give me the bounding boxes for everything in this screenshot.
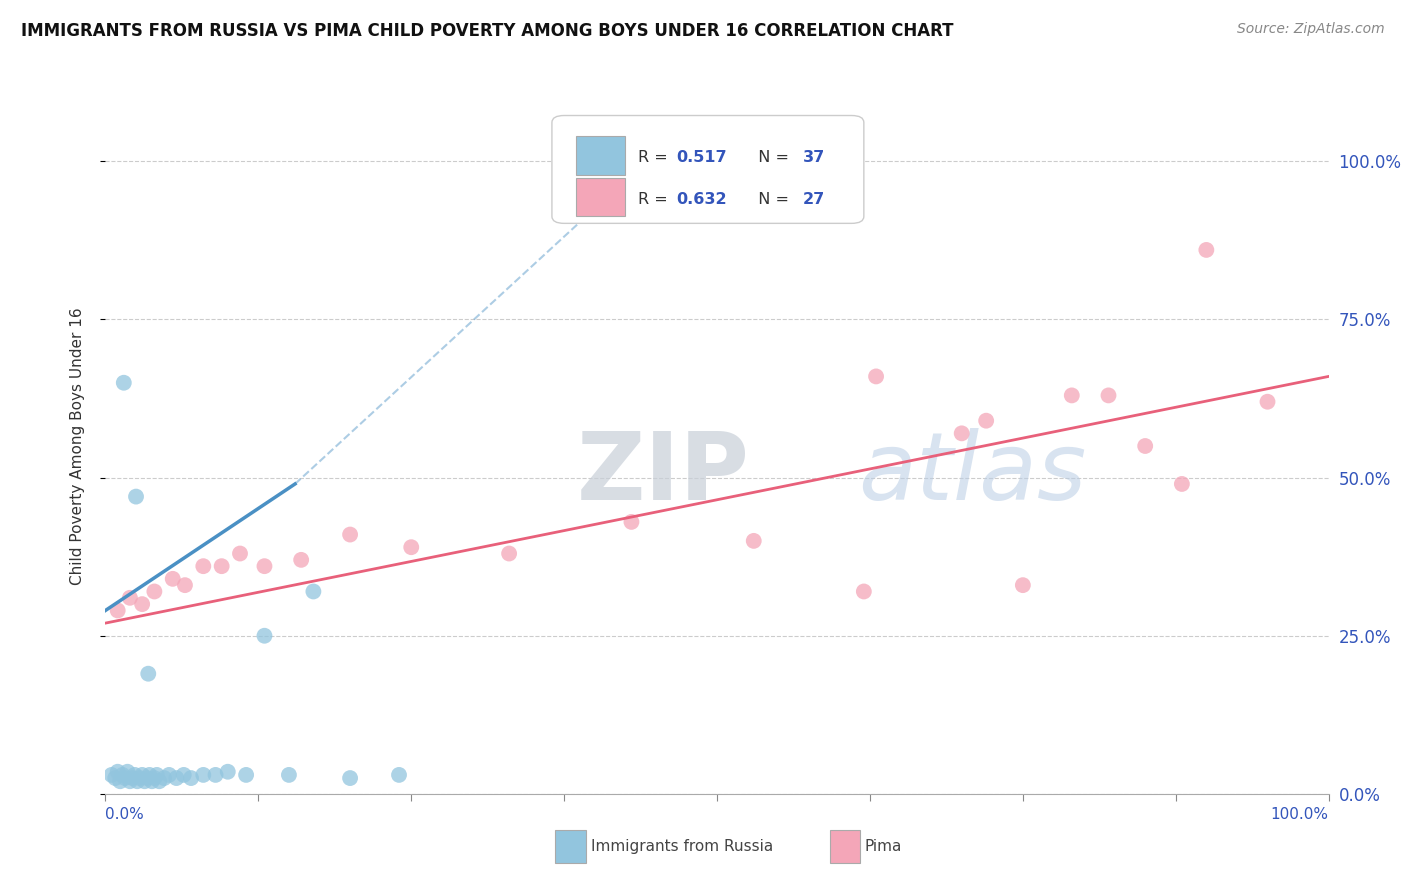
Point <box>143 771 166 785</box>
Point <box>211 559 233 574</box>
Point <box>148 774 170 789</box>
Text: atlas: atlas <box>858 428 1085 519</box>
Point <box>339 771 361 785</box>
Point <box>1171 477 1194 491</box>
Text: Source: ZipAtlas.com: Source: ZipAtlas.com <box>1237 22 1385 37</box>
Text: IMMIGRANTS FROM RUSSIA VS PIMA CHILD POVERTY AMONG BOYS UNDER 16 CORRELATION CHA: IMMIGRANTS FROM RUSSIA VS PIMA CHILD POV… <box>21 22 953 40</box>
Point <box>117 764 139 779</box>
Text: 0.0%: 0.0% <box>105 807 145 822</box>
Bar <box>576 136 626 175</box>
Point <box>865 369 887 384</box>
Text: N =: N = <box>748 192 794 207</box>
Point <box>114 771 136 785</box>
Point <box>852 584 875 599</box>
Point <box>107 764 129 779</box>
Point <box>302 584 325 599</box>
Point <box>173 768 195 782</box>
Point <box>118 774 141 789</box>
Text: Immigrants from Russia: Immigrants from Russia <box>591 839 773 854</box>
Point <box>125 490 148 504</box>
Point <box>498 547 520 561</box>
Text: R =: R = <box>637 192 672 207</box>
Point <box>136 771 159 785</box>
Point <box>235 768 257 782</box>
Point <box>118 591 141 605</box>
Point <box>229 547 252 561</box>
Point <box>112 376 135 390</box>
Point <box>278 768 301 782</box>
Point <box>180 771 202 785</box>
Point <box>111 768 134 782</box>
Point <box>162 572 184 586</box>
Point <box>290 553 312 567</box>
Point <box>138 768 160 782</box>
Point <box>146 768 169 782</box>
Point <box>388 768 411 782</box>
Point <box>204 768 226 782</box>
Point <box>620 515 643 529</box>
Point <box>193 768 215 782</box>
Text: ZIP: ZIP <box>576 428 749 520</box>
Text: Pima: Pima <box>865 839 903 854</box>
Point <box>253 559 276 574</box>
Point <box>134 774 156 789</box>
Point <box>253 629 276 643</box>
Point <box>217 764 239 779</box>
Point <box>401 540 423 554</box>
Point <box>339 527 361 541</box>
Bar <box>576 178 626 217</box>
Text: 0.517: 0.517 <box>676 150 727 165</box>
Text: 27: 27 <box>803 192 825 207</box>
Point <box>153 771 176 785</box>
Point <box>107 603 129 617</box>
Text: 0.632: 0.632 <box>676 192 727 207</box>
Point <box>124 768 146 782</box>
Point <box>143 584 166 599</box>
Text: 37: 37 <box>803 150 825 165</box>
Point <box>131 597 153 611</box>
Point <box>1060 388 1083 402</box>
Point <box>104 771 127 785</box>
Point <box>1195 243 1218 257</box>
Point <box>100 768 122 782</box>
Point <box>1133 439 1156 453</box>
Point <box>1011 578 1033 592</box>
Point <box>193 559 215 574</box>
Point <box>974 414 997 428</box>
Point <box>136 666 159 681</box>
FancyBboxPatch shape <box>553 116 863 223</box>
Text: N =: N = <box>748 150 794 165</box>
Point <box>174 578 197 592</box>
Point <box>141 774 163 789</box>
Point <box>742 533 765 548</box>
Point <box>157 768 180 782</box>
Text: R =: R = <box>637 150 672 165</box>
Point <box>127 774 149 789</box>
Point <box>1256 394 1278 409</box>
Y-axis label: Child Poverty Among Boys Under 16: Child Poverty Among Boys Under 16 <box>70 307 84 585</box>
Point <box>121 771 143 785</box>
Text: 100.0%: 100.0% <box>1271 807 1329 822</box>
Point <box>1097 388 1119 402</box>
Point <box>131 768 153 782</box>
Point <box>128 771 150 785</box>
Point <box>165 771 187 785</box>
Point <box>950 426 973 441</box>
Point <box>108 774 131 789</box>
